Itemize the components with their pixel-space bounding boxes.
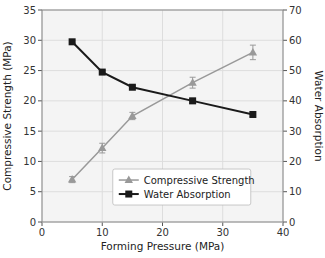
tick [283,131,287,132]
tick [283,70,287,71]
tick-label: 0 [30,217,36,228]
chart: 01020304005101520253035010203040506070Fo… [0,0,325,258]
tick [38,161,42,162]
tick-label: 10 [289,186,302,197]
legend-label: Water Absorption [144,189,231,200]
tick [283,222,284,226]
tick-label: 30 [289,126,302,137]
grid-line [42,70,283,71]
line [72,42,253,115]
grid-line [42,100,283,101]
tick-label: 30 [23,35,36,46]
tick [283,100,287,101]
grid-line [42,40,283,41]
tick [38,222,42,223]
point [128,112,136,120]
point [69,38,76,45]
point [98,144,106,152]
tick [38,40,42,41]
plot-frame [42,10,283,222]
tick [222,222,223,226]
tick [283,10,287,11]
tick-label: 35 [23,5,36,16]
tick [283,222,287,223]
tick-label: 50 [289,65,302,76]
error-bar-cap [129,119,135,120]
tick [38,70,42,71]
tick-label: 20 [156,227,169,238]
tick [102,222,103,226]
point [129,84,136,91]
point [188,78,196,86]
tick-label: 0 [39,227,45,238]
tick-label: 40 [277,227,290,238]
y-axis-label: Compressive Strength (MPa) [1,41,13,190]
plot-background [42,10,283,222]
tick [38,131,42,132]
tick-label: 20 [23,95,36,106]
grid-line [102,10,103,222]
tick-label: 0 [289,217,295,228]
point [68,175,76,183]
y2-axis-label: Water Absorption [313,70,325,161]
x-axis-label: Forming Pressure (MPa) [101,240,225,252]
error-bar-cap [190,88,196,89]
tick [38,10,42,11]
tick [162,222,163,226]
tick-label: 25 [23,65,36,76]
legend-label: Compressive Strength [144,175,255,186]
legend-marker [125,191,132,198]
tick-label: 70 [289,5,302,16]
tick-label: 30 [216,227,229,238]
tick [38,191,42,192]
tick [283,191,287,192]
point [99,69,106,76]
tick-label: 40 [289,95,302,106]
line [72,52,253,179]
point [189,97,196,104]
legend: Compressive Strength Water Absorption [113,169,255,205]
legend-marker [125,176,133,184]
tick [42,222,43,226]
grid-line [42,161,283,162]
error-bar-cap [99,152,105,153]
error-bar-cap [250,45,256,46]
error-bar-cap [250,59,256,60]
tick-label: 20 [289,156,302,167]
tick-label: 10 [96,227,109,238]
plot-area [68,38,257,182]
point [249,48,257,56]
tick [283,40,287,41]
tick-label: 5 [30,186,36,197]
tick-label: 15 [23,126,36,137]
series [69,38,257,118]
error-bar-cap [190,77,196,78]
point [249,111,256,118]
tick [283,161,287,162]
tick-label: 60 [289,35,302,46]
tick [38,100,42,101]
tick-label: 10 [23,156,36,167]
grid-line [42,131,283,132]
